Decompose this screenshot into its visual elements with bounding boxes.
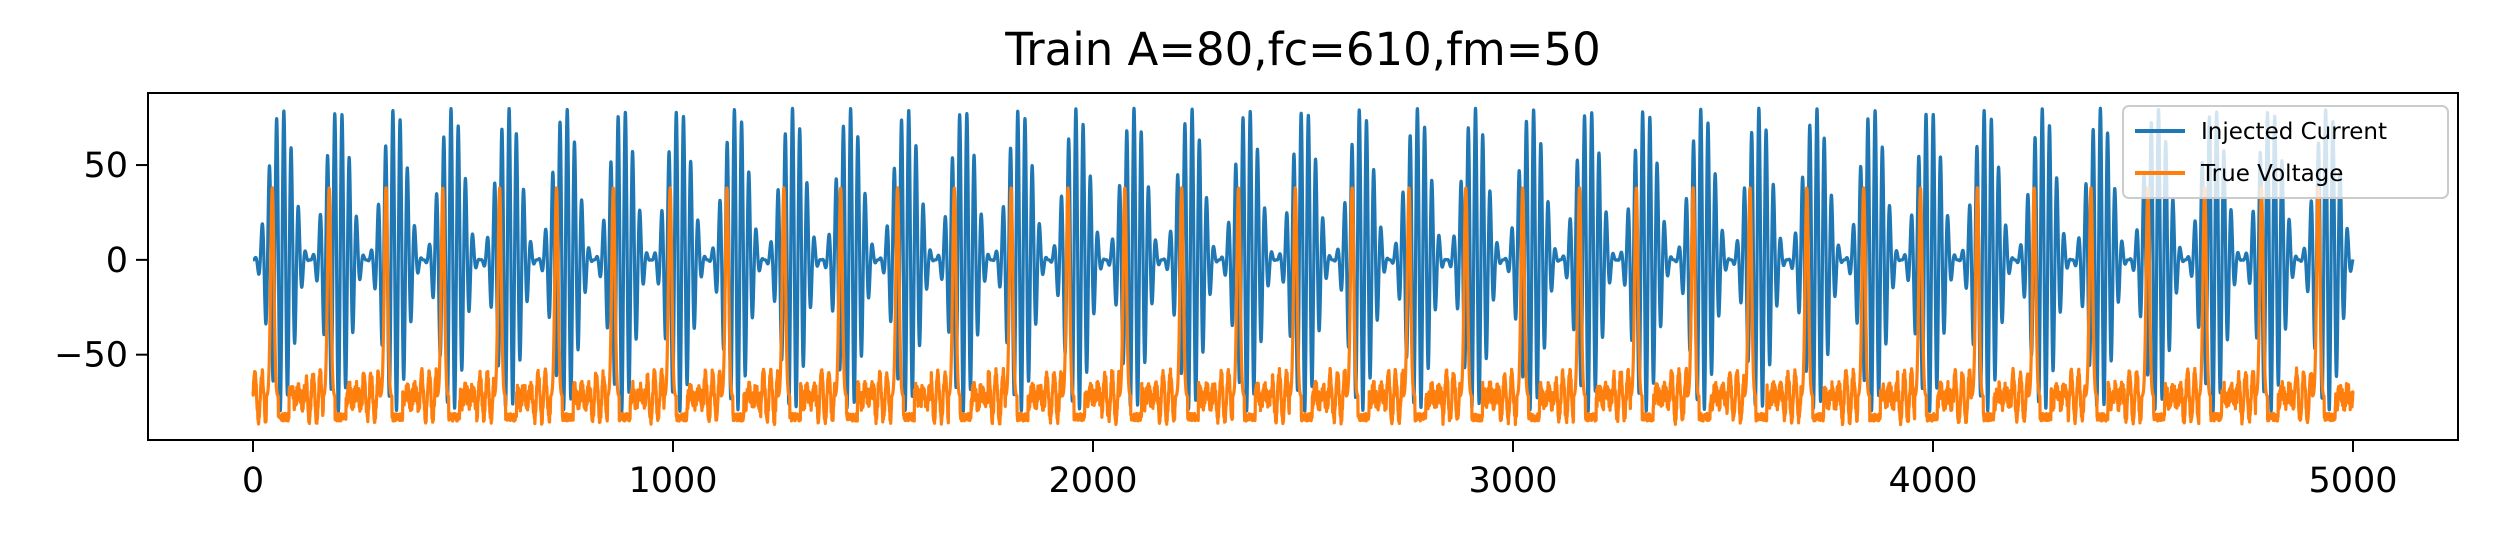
legend-label: True Voltage: [2200, 161, 2343, 187]
y-axis: −50 0 50: [54, 146, 148, 376]
legend-box: [2122, 105, 2449, 199]
x-tick-label: 4000: [1888, 461, 1977, 501]
series-line-true-voltage: [251, 186, 2355, 427]
y-tick-label: 50: [83, 146, 128, 186]
legend: Injected Current True Voltage: [2122, 105, 2449, 199]
x-tick-label: 1000: [628, 461, 717, 501]
y-tick-label: −50: [54, 336, 128, 376]
x-tick-label: 2000: [1048, 461, 1137, 501]
x-axis: 0 1000 2000 3000 4000 5000: [242, 440, 2398, 501]
x-tick-label: 0: [242, 461, 264, 501]
x-tick-label: 3000: [1468, 461, 1557, 501]
legend-label: Injected Current: [2201, 119, 2387, 145]
y-tick-label: 0: [106, 241, 128, 281]
x-tick-label: 5000: [2308, 461, 2397, 501]
chart-title: Train A=80,fc=610,fm=50: [1004, 23, 1600, 76]
series-line-injected-current: [251, 106, 2355, 414]
series-layer: [251, 106, 2355, 427]
plot-frame: [147, 92, 2459, 441]
